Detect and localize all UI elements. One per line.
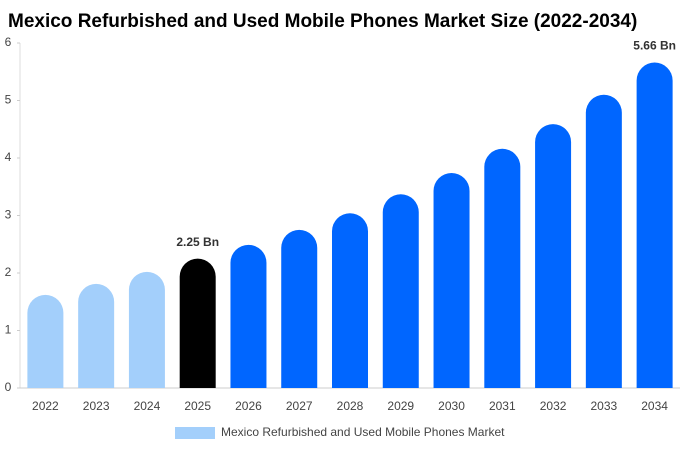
x-tick-label: 2023 xyxy=(83,399,110,413)
y-tick-label: 2 xyxy=(5,265,12,279)
bar xyxy=(27,294,64,388)
y-tick-label: 5 xyxy=(5,93,12,107)
x-tick-label: 2029 xyxy=(387,399,414,413)
x-tick-label: 2027 xyxy=(286,399,313,413)
bar xyxy=(128,271,165,388)
value-label: 2.25 Bn xyxy=(176,235,219,249)
bar xyxy=(281,229,318,388)
y-tick-label: 1 xyxy=(5,323,12,337)
bar xyxy=(636,62,673,388)
x-tick-label: 2030 xyxy=(438,399,465,413)
x-tick-label: 2033 xyxy=(590,399,617,413)
legend-label: Mexico Refurbished and Used Mobile Phone… xyxy=(221,425,505,439)
x-tick-label: 2025 xyxy=(184,399,211,413)
x-tick-label: 2032 xyxy=(540,399,567,413)
chart-title: Mexico Refurbished and Used Mobile Phone… xyxy=(8,11,637,32)
bar xyxy=(484,148,521,388)
bar xyxy=(230,244,267,388)
bar xyxy=(535,124,572,388)
y-tick-label: 6 xyxy=(5,35,12,49)
bar xyxy=(179,258,216,388)
value-label: 5.66 Bn xyxy=(633,39,676,53)
bar xyxy=(433,172,470,388)
x-tick-label: 2031 xyxy=(489,399,516,413)
x-tick-label: 2034 xyxy=(641,399,668,413)
bar xyxy=(78,283,115,388)
x-tick-label: 2024 xyxy=(134,399,161,413)
x-tick-label: 2022 xyxy=(32,399,59,413)
y-tick-label: 0 xyxy=(5,380,12,394)
y-tick-label: 4 xyxy=(5,150,12,164)
bar xyxy=(585,94,622,388)
y-tick-label: 3 xyxy=(5,208,12,222)
bar xyxy=(382,194,419,388)
legend-swatch xyxy=(175,427,215,439)
x-tick-label: 2026 xyxy=(235,399,262,413)
bar xyxy=(332,213,368,388)
x-tick-label: 2028 xyxy=(337,399,364,413)
